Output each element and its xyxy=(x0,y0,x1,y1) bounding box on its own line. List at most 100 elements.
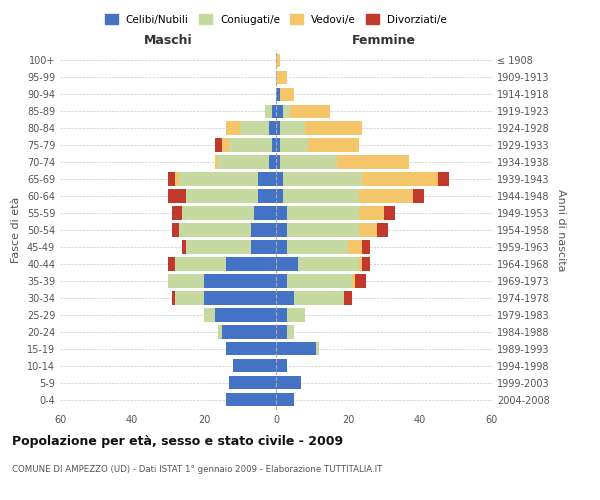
Bar xyxy=(215,138,222,151)
Bar xyxy=(413,190,424,202)
Bar xyxy=(269,156,276,168)
Bar xyxy=(229,138,272,151)
Bar xyxy=(233,359,276,372)
Bar xyxy=(168,190,186,202)
Bar xyxy=(352,274,355,287)
Bar xyxy=(280,156,337,168)
Bar xyxy=(226,122,240,134)
Bar xyxy=(168,258,175,270)
Bar xyxy=(276,326,287,338)
Bar xyxy=(287,308,305,322)
Bar xyxy=(276,308,287,322)
Bar xyxy=(218,156,269,168)
Bar xyxy=(276,342,316,355)
Bar xyxy=(226,258,276,270)
Bar xyxy=(294,292,344,304)
Text: Popolazione per età, sesso e stato civile - 2009: Popolazione per età, sesso e stato civil… xyxy=(12,435,343,448)
Bar xyxy=(316,342,319,355)
Bar xyxy=(283,172,362,186)
Bar xyxy=(186,190,258,202)
Bar xyxy=(280,138,308,151)
Bar xyxy=(218,326,222,338)
Bar xyxy=(215,156,218,168)
Bar xyxy=(276,206,287,220)
Bar xyxy=(254,206,276,220)
Bar xyxy=(359,206,384,220)
Bar xyxy=(359,258,362,270)
Bar xyxy=(168,274,204,287)
Bar xyxy=(175,292,204,304)
Bar xyxy=(287,326,294,338)
Bar xyxy=(240,122,269,134)
Legend: Celibi/Nubili, Coniugati/e, Vedovi/e, Divorziati/e: Celibi/Nubili, Coniugati/e, Vedovi/e, Di… xyxy=(101,10,451,29)
Bar xyxy=(276,104,283,118)
Bar xyxy=(258,190,276,202)
Bar xyxy=(276,156,280,168)
Bar xyxy=(182,206,254,220)
Bar xyxy=(384,206,395,220)
Bar xyxy=(276,224,287,236)
Bar xyxy=(226,393,276,406)
Bar xyxy=(276,172,283,186)
Text: Maschi: Maschi xyxy=(143,34,193,46)
Bar xyxy=(298,258,359,270)
Bar xyxy=(172,292,175,304)
Bar xyxy=(265,104,272,118)
Bar xyxy=(287,224,359,236)
Bar xyxy=(222,138,229,151)
Bar xyxy=(305,122,362,134)
Bar xyxy=(276,122,280,134)
Bar xyxy=(290,104,330,118)
Bar xyxy=(222,326,276,338)
Bar xyxy=(272,104,276,118)
Bar xyxy=(276,292,294,304)
Bar xyxy=(359,190,413,202)
Bar xyxy=(287,206,359,220)
Bar xyxy=(269,122,276,134)
Bar xyxy=(362,172,438,186)
Bar xyxy=(276,376,301,390)
Bar xyxy=(276,88,280,101)
Bar xyxy=(362,240,370,254)
Bar xyxy=(251,240,276,254)
Bar xyxy=(280,122,305,134)
Bar xyxy=(204,274,276,287)
Bar xyxy=(287,240,348,254)
Bar xyxy=(204,308,215,322)
Bar xyxy=(344,292,352,304)
Bar xyxy=(175,172,179,186)
Bar xyxy=(308,138,359,151)
Bar xyxy=(276,240,287,254)
Bar xyxy=(355,274,366,287)
Bar xyxy=(348,240,362,254)
Bar xyxy=(276,274,287,287)
Bar xyxy=(276,70,287,84)
Bar xyxy=(276,258,298,270)
Bar xyxy=(287,274,352,287)
Bar xyxy=(229,376,276,390)
Bar xyxy=(179,224,251,236)
Bar xyxy=(215,308,276,322)
Bar xyxy=(172,206,182,220)
Y-axis label: Anni di nascita: Anni di nascita xyxy=(556,188,566,271)
Bar xyxy=(337,156,409,168)
Bar xyxy=(283,190,359,202)
Bar xyxy=(359,224,377,236)
Bar xyxy=(226,342,276,355)
Bar xyxy=(276,138,280,151)
Bar xyxy=(204,292,276,304)
Bar xyxy=(377,224,388,236)
Bar xyxy=(276,393,294,406)
Y-axis label: Fasce di età: Fasce di età xyxy=(11,197,21,263)
Bar xyxy=(182,240,186,254)
Bar xyxy=(179,172,258,186)
Bar xyxy=(438,172,449,186)
Bar xyxy=(276,54,280,67)
Text: COMUNE DI AMPEZZO (UD) - Dati ISTAT 1° gennaio 2009 - Elaborazione TUTTITALIA.IT: COMUNE DI AMPEZZO (UD) - Dati ISTAT 1° g… xyxy=(12,465,382,474)
Bar xyxy=(168,172,175,186)
Bar xyxy=(175,258,226,270)
Bar xyxy=(280,88,294,101)
Bar xyxy=(276,359,287,372)
Bar xyxy=(276,190,283,202)
Bar xyxy=(172,224,179,236)
